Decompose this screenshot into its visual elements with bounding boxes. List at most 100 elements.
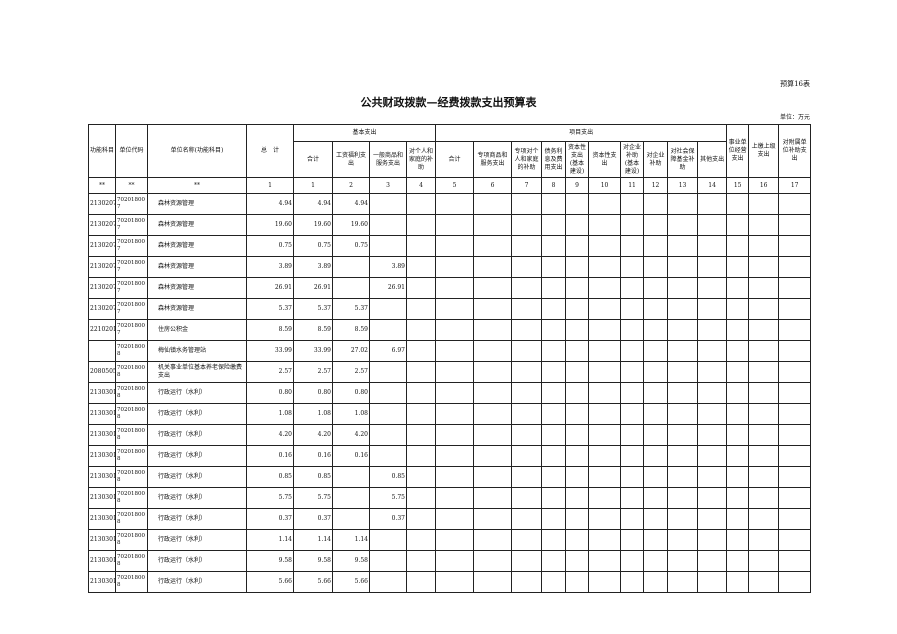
empty-cell	[748, 466, 780, 488]
wage-cell: 27.02	[332, 340, 370, 362]
code-cell: 702018008	[115, 508, 148, 530]
empty-cell	[643, 235, 669, 257]
basic_total-cell: 8.59	[293, 319, 333, 341]
index-cell: 10	[588, 177, 622, 194]
empty-cell	[643, 529, 669, 551]
table-row: 2130301 702018008 行政运行（水利） 0.80 0.80 0.80	[88, 382, 812, 404]
name-cell: 森林资源管理	[147, 256, 247, 278]
empty-cell	[588, 193, 622, 215]
code-cell: 702018007	[115, 214, 148, 236]
empty-cell	[588, 466, 622, 488]
empty-cell	[405, 424, 437, 446]
empty-cell	[565, 529, 590, 551]
empty-cell	[588, 529, 622, 551]
table-row: 2130301 702018008 行政运行（水利） 0.16 0.16 0.16	[88, 445, 812, 467]
empty-cell	[748, 445, 780, 467]
header-project-8: 对社会保障基金补助	[667, 141, 699, 178]
index-cell: 6	[473, 177, 513, 194]
code-cell: 702018007	[115, 298, 148, 320]
index-cell: 2	[332, 177, 370, 194]
empty-cell	[778, 256, 812, 278]
wage-cell: 1.08	[332, 403, 370, 425]
empty-cell	[778, 403, 812, 425]
table-row: 2080505 702018008 机关事业单位基本养老保险缴费支出 2.57 2.57…	[88, 361, 812, 383]
empty-cell	[748, 298, 780, 320]
empty-cell	[726, 529, 750, 551]
empty-cell	[643, 193, 669, 215]
empty-cell	[726, 340, 750, 362]
header-func: 功能科目	[88, 124, 116, 178]
empty-cell	[435, 235, 475, 257]
total-cell: 0.75	[246, 235, 294, 257]
empty-cell	[697, 319, 728, 341]
empty-cell	[726, 235, 750, 257]
empty-cell	[748, 382, 780, 404]
name-cell: 住房公积金	[147, 319, 247, 341]
wage-cell: 4.94	[332, 193, 370, 215]
code-cell: 702018008	[115, 445, 148, 467]
empty-cell	[667, 382, 699, 404]
empty-cell	[541, 382, 567, 404]
empty-cell	[405, 571, 437, 593]
basic_total-cell: 2.57	[293, 361, 333, 383]
empty-cell	[778, 571, 812, 593]
empty-cell	[778, 445, 812, 467]
func-cell: 2130301	[88, 550, 116, 572]
empty-cell	[588, 382, 622, 404]
name-cell: 行政运行（水利）	[147, 508, 247, 530]
empty-cell	[565, 466, 590, 488]
empty-cell	[726, 277, 750, 299]
empty-cell	[511, 382, 543, 404]
empty-cell	[726, 445, 750, 467]
empty-cell	[588, 256, 622, 278]
empty-cell	[667, 193, 699, 215]
goods-cell: 0.85	[369, 466, 407, 488]
empty-cell	[697, 382, 728, 404]
empty-cell	[726, 466, 750, 488]
goods-cell	[369, 445, 407, 467]
code-cell: 702018008	[115, 487, 148, 509]
empty-cell	[697, 235, 728, 257]
func-cell: 2130301	[88, 487, 116, 509]
empty-cell	[667, 445, 699, 467]
empty-cell	[778, 298, 812, 320]
empty-cell	[473, 529, 513, 551]
empty-cell	[620, 403, 645, 425]
index-cell: 7	[511, 177, 543, 194]
name-cell: 行政运行（水利）	[147, 487, 247, 509]
code-cell: 702018008	[115, 361, 148, 383]
empty-cell	[697, 277, 728, 299]
empty-cell	[435, 508, 475, 530]
index-cell: 4	[405, 177, 437, 194]
index-cell: **	[115, 177, 148, 194]
empty-cell	[511, 529, 543, 551]
empty-cell	[588, 319, 622, 341]
empty-cell	[435, 529, 475, 551]
total-cell: 0.85	[246, 466, 294, 488]
index-cell: 15	[726, 177, 750, 194]
empty-cell	[565, 214, 590, 236]
empty-cell	[697, 361, 728, 383]
empty-cell	[511, 256, 543, 278]
empty-cell	[565, 445, 590, 467]
basic_total-cell: 0.37	[293, 508, 333, 530]
empty-cell	[473, 298, 513, 320]
empty-cell	[643, 424, 669, 446]
table-row: 2130207 702018007 森林资源管理 19.60 19.60 19.60	[88, 214, 812, 236]
empty-cell	[667, 466, 699, 488]
empty-cell	[541, 340, 567, 362]
header-basic-0: 合计	[293, 141, 333, 178]
table-row: 2130301 702018008 行政运行（水利） 4.20 4.20 4.20	[88, 424, 812, 446]
empty-cell	[667, 361, 699, 383]
wage-cell	[332, 256, 370, 278]
empty-cell	[748, 550, 780, 572]
empty-cell	[435, 214, 475, 236]
empty-cell	[748, 508, 780, 530]
empty-cell	[643, 382, 669, 404]
empty-cell	[405, 340, 437, 362]
budget-table: 功能科目 单位代码 单位名称(功能科目) 总 计 基本支出 项目支出 事业单位经…	[88, 124, 812, 593]
empty-cell	[697, 193, 728, 215]
empty-cell	[643, 550, 669, 572]
empty-cell	[667, 319, 699, 341]
empty-cell	[620, 214, 645, 236]
